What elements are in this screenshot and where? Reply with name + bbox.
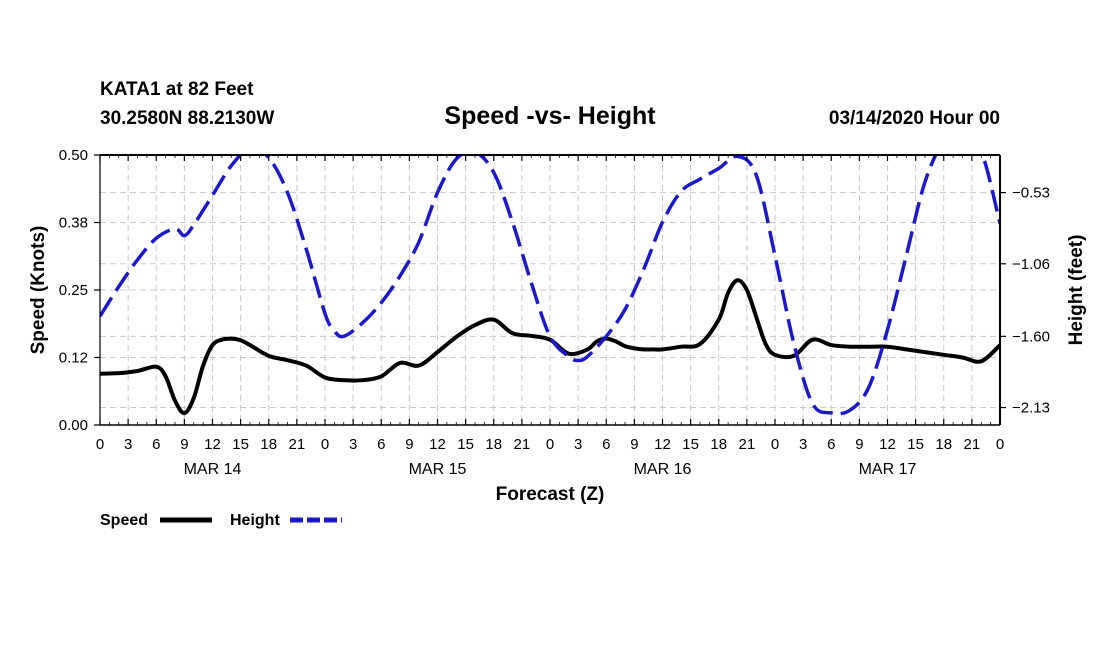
x-tick-label: 12 [204,436,221,453]
y-left-tick-label: 0.50 [59,147,88,164]
x-tick-label: 6 [152,436,160,453]
run-date-label: 03/14/2020 Hour 00 [829,108,1000,129]
y-left-tick-label: 0.00 [59,417,88,434]
x-axis-title: Forecast (Z) [496,484,605,505]
x-tick-label: 21 [739,436,756,453]
series-layer [100,155,1000,416]
legend-height-label: Height [230,512,280,529]
y-right-tick-label: −1.06 [1012,256,1050,273]
x-tick-label: 0 [996,436,1004,453]
x-tick-label: 12 [429,436,446,453]
x-tick-label: 6 [377,436,385,453]
x-tick-label: 18 [485,436,502,453]
coords-label: 30.2580N 88.2130W [100,108,274,129]
height-series-line [100,155,1000,416]
x-tick-label: 9 [405,436,413,453]
x-tick-label: 3 [349,436,357,453]
y-right-tick-label: −1.60 [1012,328,1050,345]
x-tick-label: 15 [907,436,924,453]
x-tick-label: 0 [546,436,554,453]
legend-speed-label: Speed [100,512,148,529]
x-tick-label: 21 [289,436,306,453]
day-label: MAR 16 [634,461,692,478]
x-tick-label: 0 [321,436,329,453]
legend: Speed Height [100,512,342,529]
tick-layer: 0 3 6 9 12 15 18 21 0 3 6 9 12 15 18 21 0 3 6 9 12 15 18 21 0 3 6 9… [59,147,1050,478]
x-tick-label: 15 [682,436,699,453]
x-tick-label: 12 [879,436,896,453]
y-axis-right-title: Height (feet) [1066,235,1087,346]
x-tick-label: 6 [827,436,835,453]
x-tick-label: 15 [232,436,249,453]
day-label: MAR 17 [859,461,917,478]
x-tick-label: 21 [514,436,531,453]
x-tick-label: 12 [654,436,671,453]
grid-lines [99,154,1001,426]
x-tick-label: 9 [630,436,638,453]
x-tick-label: 3 [799,436,807,453]
x-tick-label: 18 [935,436,952,453]
x-tick-label: 18 [710,436,727,453]
day-label: MAR 15 [409,461,467,478]
x-tick-label: 18 [260,436,277,453]
x-tick-label: 3 [574,436,582,453]
x-tick-label: 6 [602,436,610,453]
x-tick-label: 3 [124,436,132,453]
x-tick-label: 9 [180,436,188,453]
day-label: MAR 14 [184,461,242,478]
y-left-tick-label: 0.12 [59,350,88,367]
x-tick-label: 0 [96,436,104,453]
y-right-tick-label: −2.13 [1012,400,1050,417]
x-tick-label: 0 [771,436,779,453]
y-right-tick-label: −0.53 [1012,185,1050,202]
y-left-tick-label: 0.38 [59,215,88,232]
station-label: KATA1 at 82 Feet [100,79,254,100]
y-left-tick-label: 0.25 [59,282,88,299]
chart-title: Speed -vs- Height [444,102,656,130]
speed-series-line [100,278,1000,416]
x-tick-label: 15 [457,436,474,453]
y-axis-left-title: Speed (Knots) [28,226,49,355]
x-tick-label: 9 [855,436,863,453]
x-tick-label: 21 [964,436,981,453]
